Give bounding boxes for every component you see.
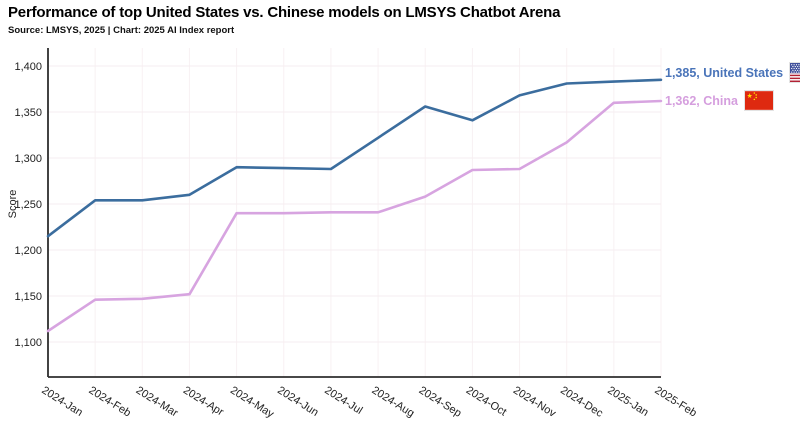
y-tick-label: 1,150 (14, 291, 42, 303)
x-tick-label: 2024-May (228, 384, 276, 420)
x-tick-label: 2025-Feb (652, 384, 698, 419)
y-tick-label: 1,300 (14, 153, 42, 165)
x-tick-label: 2024-Jun (275, 384, 320, 418)
page-title: Performance of top United States vs. Chi… (8, 4, 561, 21)
x-tick-label: 2024-Aug (369, 384, 416, 419)
china-line (46, 99, 663, 333)
x-tick-label: 2024-Jan (39, 384, 84, 418)
x-tick-label: 2024-Apr (181, 384, 226, 418)
y-tick-label: 1,400 (14, 61, 42, 73)
y-tick-label: 1,100 (14, 337, 42, 349)
chart-source: Source: LMSYS, 2025 | Chart: 2025 AI Ind… (8, 25, 235, 36)
x-tick-label: 2024-Oct (464, 384, 509, 418)
x-tick-label: 2024-Dec (558, 384, 605, 420)
us-series-value-label: 1,385, United States (665, 65, 784, 80)
china-series-value-label: 1,362, China (665, 93, 738, 108)
china-series-end-label: 1,362, China (665, 91, 773, 110)
x-tick-label: 2025-Jan (605, 384, 650, 418)
y-tick-label: 1,200 (14, 245, 42, 257)
x-tick-label: 2024-Sep (417, 384, 464, 419)
us-flag-icon (790, 63, 800, 82)
y-axis-title: Score (7, 190, 19, 219)
x-tick-label: 2024-Jul (322, 384, 364, 417)
china-flag-icon (744, 91, 773, 110)
x-tick-label: 2024-Mar (134, 384, 181, 419)
x-tick-label: 2024-Feb (87, 384, 133, 419)
y-tick-label: 1,250 (14, 199, 42, 211)
x-tick-label: 2024-Nov (511, 384, 558, 420)
us-series-end-label: 1,385, United States (665, 63, 800, 82)
us-line (46, 78, 663, 238)
y-tick-label: 1,350 (14, 107, 42, 119)
